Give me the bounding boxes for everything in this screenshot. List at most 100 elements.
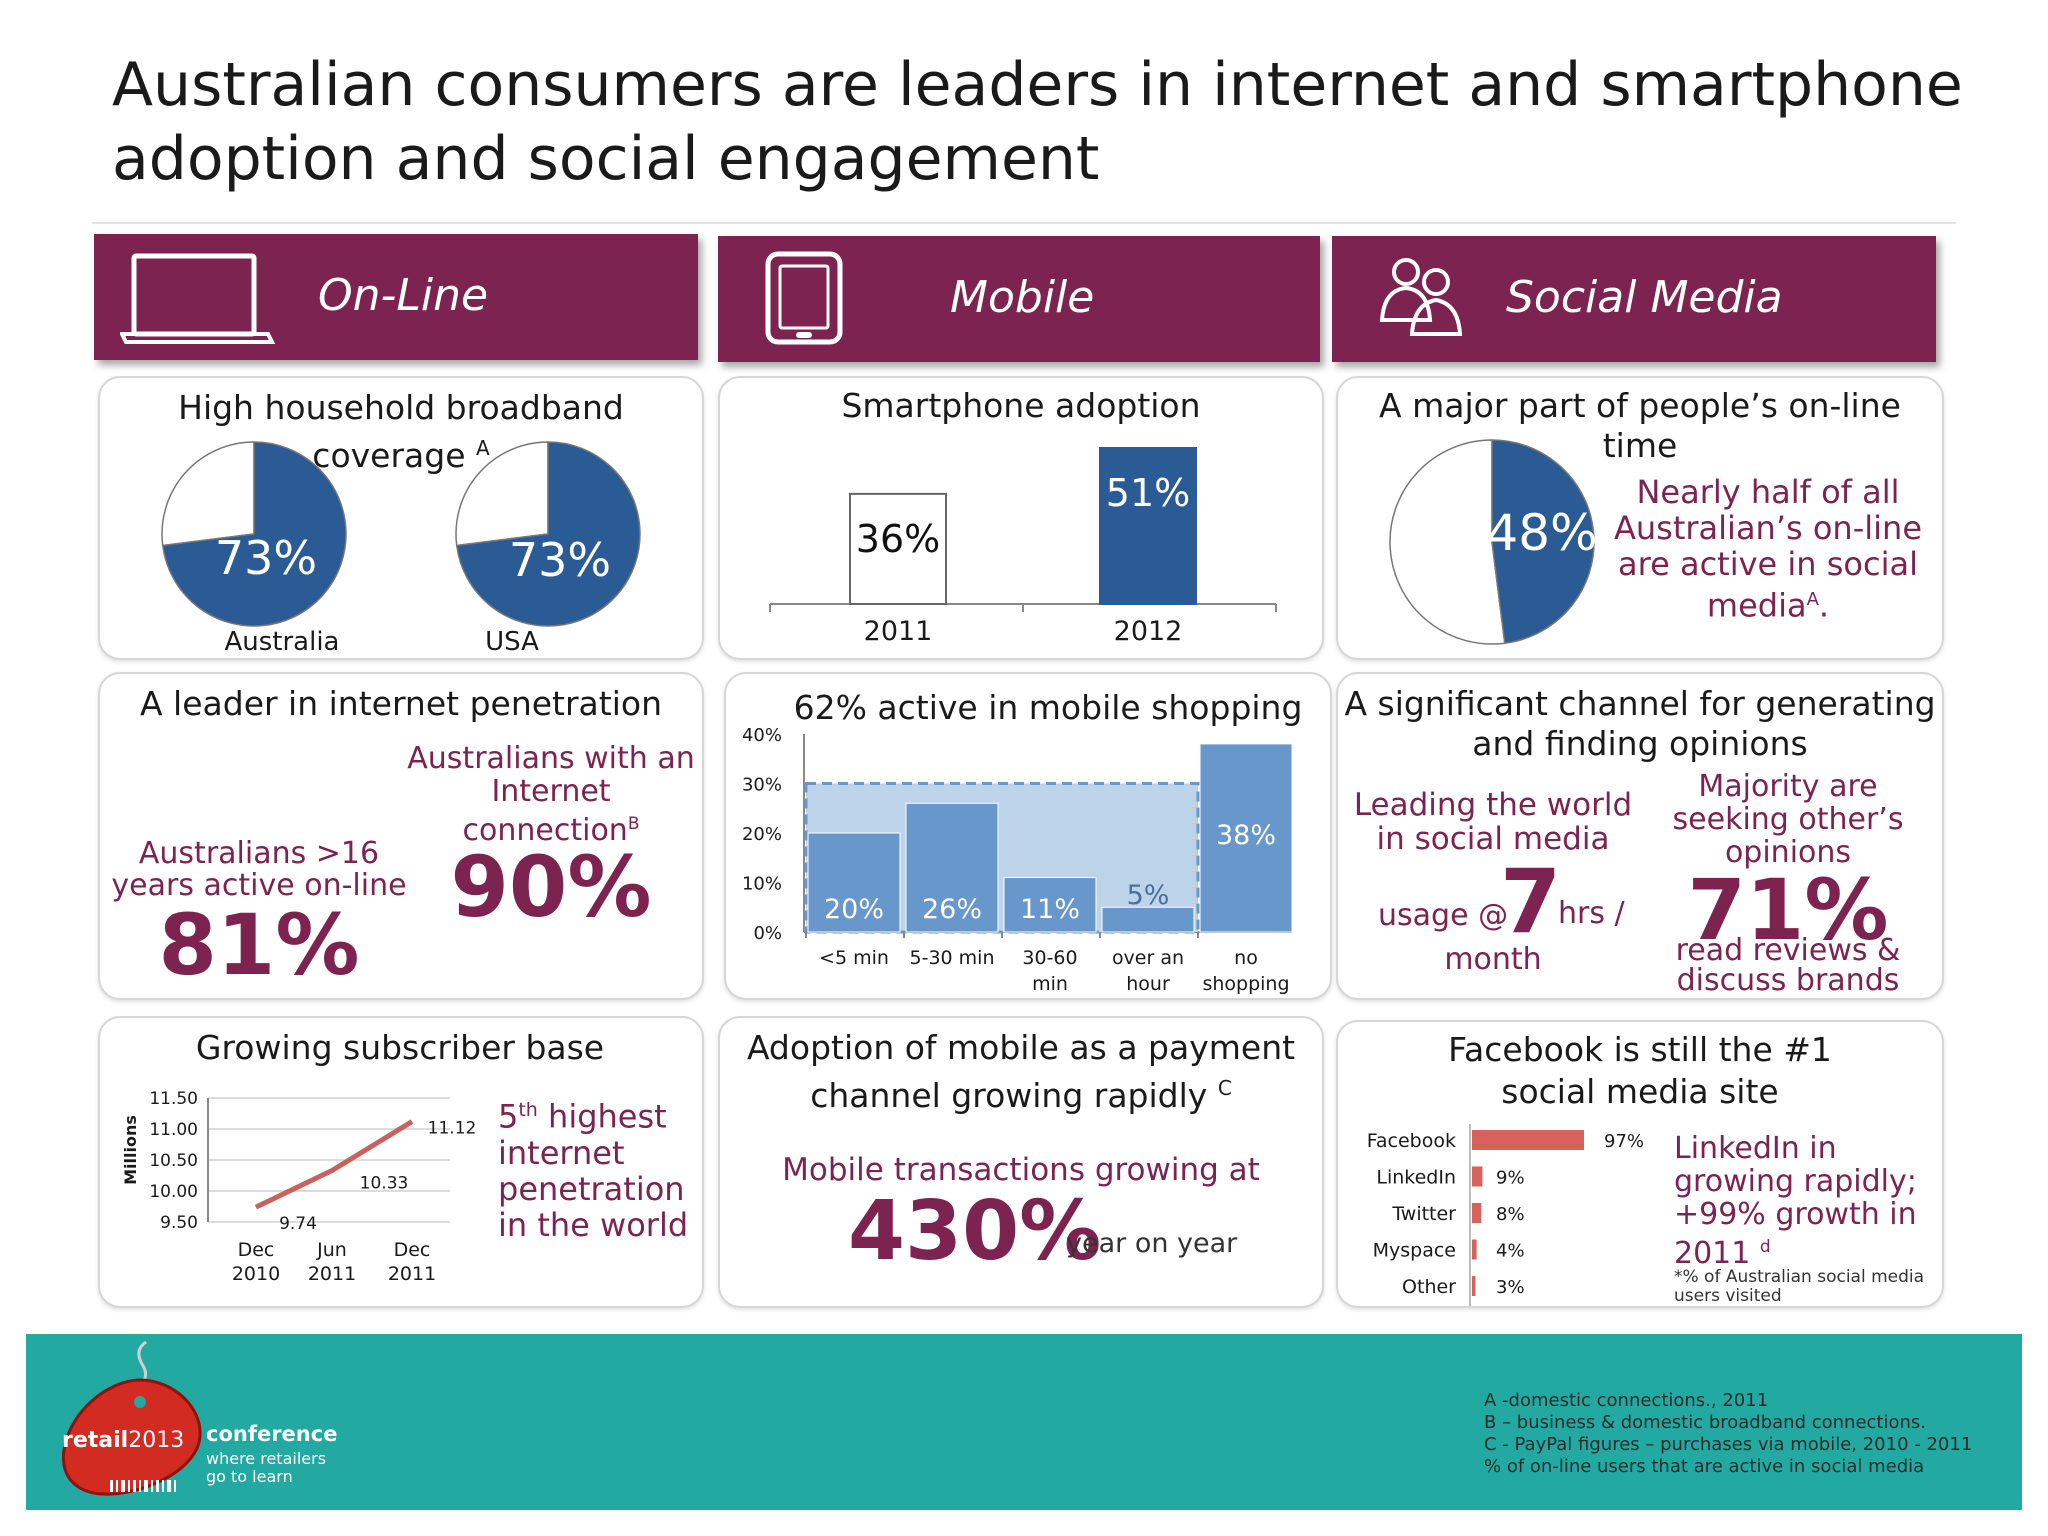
payment-title-line2: channel growing rapidly C bbox=[810, 1076, 1232, 1115]
facebook-chart: Facebook 97% LinkedIn 9% Twitter 8% Myspace 4% O… bbox=[1367, 1124, 1644, 1306]
shopping-category-4-1: shopping bbox=[1202, 973, 1289, 995]
usage-prefix: usage @ bbox=[1378, 898, 1509, 933]
panel-internet-penetration: A leader in internet penetration Austral… bbox=[98, 672, 704, 1000]
facebook-value-4: 3% bbox=[1496, 1277, 1525, 1298]
subscriber-xtick-0-1: 2010 bbox=[232, 1263, 280, 1285]
facebook-category-0: Facebook bbox=[1367, 1130, 1456, 1152]
usage-suffix: hrs / bbox=[1558, 896, 1625, 931]
internet-title: A leader in internet penetration bbox=[139, 684, 662, 723]
shopping-category-1-0: 5-30 min bbox=[910, 947, 995, 969]
pie-usa-label: 73% bbox=[509, 533, 611, 587]
footer-bar: retail2013 conference where retailers go… bbox=[26, 1334, 2022, 1510]
shopping-chart: 0% 10% 20% 30% 40% 20% <5 min 26% 5-30 min 11% 30-… bbox=[742, 725, 1293, 995]
header-mobile-label: Mobile bbox=[950, 272, 1095, 323]
internet-left-value: 81% bbox=[158, 896, 360, 994]
header-social-label: Social Media bbox=[1506, 272, 1783, 323]
subscriber-text: 5th highest internet penetration in the … bbox=[498, 1097, 689, 1244]
shopping-value-0: 20% bbox=[824, 894, 884, 925]
social-time-title-line1: A major part of people’s on-line bbox=[1379, 386, 1901, 425]
shopping-bar-0 bbox=[807, 832, 901, 933]
pie-australia-rest bbox=[161, 441, 255, 547]
panel-social-time: A major part of people’s on-line time 48… bbox=[1336, 376, 1944, 660]
pie-australia-slice bbox=[161, 441, 347, 627]
panel-facebook: Facebook is still the #1 social media si… bbox=[1336, 1020, 1944, 1308]
shopping-category-3-0: over an bbox=[1112, 947, 1184, 969]
subscriber-ytick-3: 11.00 bbox=[149, 1120, 198, 1140]
shopping-category-3-1: hour bbox=[1126, 973, 1170, 995]
shopping-ytick-3: 30% bbox=[742, 775, 782, 796]
social-time-title-line2: time bbox=[1602, 426, 1678, 465]
shopping-ytick-4: 40% bbox=[742, 725, 782, 746]
opinions-right-bottom: read reviews & discuss brands bbox=[1675, 933, 1901, 998]
smartphone-value-2011: 36% bbox=[856, 517, 940, 561]
subscriber-title: Growing subscriber base bbox=[195, 1028, 605, 1067]
facebook-bar-0 bbox=[1472, 1130, 1584, 1150]
panel-mobile-shopping: 62% active in mobile shopping 0% 10% 20% 30… bbox=[724, 672, 1332, 1000]
subscriber-ytick-0: 9.50 bbox=[160, 1213, 198, 1233]
logo-text: retail2013 bbox=[62, 1428, 185, 1453]
social-pie-slice bbox=[1491, 439, 1595, 645]
page-title: Australian consumers are leaders in inte… bbox=[112, 48, 1963, 196]
shopping-bar-2 bbox=[1003, 877, 1097, 933]
facebook-bar-1 bbox=[1472, 1166, 1483, 1187]
tablet-icon bbox=[765, 251, 843, 345]
pie-usa-name: USA bbox=[485, 627, 539, 657]
panel-opinions: A significant channel for generating and… bbox=[1336, 672, 1944, 1000]
header-online-label: On-Line bbox=[318, 270, 489, 321]
panel-payment: Adoption of mobile as a payment channel … bbox=[718, 1016, 1324, 1308]
shopping-bar-4 bbox=[1199, 743, 1293, 933]
subscriber-chart: Millions 9.5010.0010.5011.0011.509.74Dec… bbox=[121, 1089, 477, 1285]
subscriber-value-2: 11.12 bbox=[428, 1119, 477, 1139]
opinions-usage: usage @ 7 hrs / bbox=[1378, 850, 1648, 954]
internet-left-text: Australians >16 years active on-line bbox=[111, 836, 407, 903]
footer-note-a: A -domestic connections., 2011 bbox=[1484, 1390, 1769, 1411]
facebook-bar-2 bbox=[1472, 1203, 1482, 1223]
usage-month: month bbox=[1444, 942, 1542, 977]
pie-usa-rest bbox=[455, 441, 549, 547]
facebook-category-1: LinkedIn bbox=[1376, 1167, 1456, 1189]
shopping-category-2-0: 30-60 bbox=[1022, 947, 1077, 969]
shopping-value-4: 38% bbox=[1216, 820, 1276, 851]
facebook-value-0: 97% bbox=[1604, 1131, 1644, 1152]
subscriber-ylabel: Millions bbox=[121, 1115, 140, 1185]
facebook-note: *% of Australian social media users visi… bbox=[1674, 1267, 1925, 1306]
social-time-pie: 48% bbox=[1389, 439, 1598, 645]
opinions-title-line1: A significant channel for generating bbox=[1344, 684, 1936, 723]
subscriber-xtick-1-0: Jun bbox=[316, 1239, 347, 1261]
facebook-title-line1: Facebook is still the #1 bbox=[1448, 1030, 1832, 1069]
smartphone-bar-2011 bbox=[849, 492, 947, 605]
header-social: Social Media bbox=[1332, 236, 1936, 362]
facebook-title-line2: social media site bbox=[1501, 1072, 1779, 1111]
subscriber-value-0: 9.74 bbox=[279, 1214, 317, 1234]
shopping-category-0-0: <5 min bbox=[819, 947, 889, 969]
subscriber-xtick-2-0: Dec bbox=[394, 1239, 431, 1261]
subscriber-xtick-0-0: Dec bbox=[238, 1239, 275, 1261]
subscriber-xtick-2-1: 2011 bbox=[388, 1263, 436, 1285]
logo-tagline: where retailers go to learn bbox=[206, 1449, 327, 1486]
facebook-value-3: 4% bbox=[1496, 1241, 1525, 1262]
shopping-category-2-1: min bbox=[1032, 973, 1068, 995]
shopping-value-3: 5% bbox=[1127, 880, 1170, 911]
panel-broadband: High household broadband coverage A 73% … bbox=[98, 376, 704, 660]
header-mobile: Mobile bbox=[718, 236, 1320, 362]
shopping-value-1: 26% bbox=[922, 894, 982, 925]
panel-subscriber: Growing subscriber base Millions 9.50 10.… bbox=[98, 1016, 704, 1308]
footer-note-b: B – business & domestic broadband connec… bbox=[1484, 1412, 1927, 1433]
shopping-bar-3 bbox=[1101, 906, 1195, 933]
broadband-title-line2: coverage A bbox=[312, 436, 490, 475]
footer-notes: A -domestic connections., 2011 B – busin… bbox=[1484, 1390, 1972, 1478]
header-online: On-Line bbox=[94, 234, 698, 360]
smartphone-bar-2012 bbox=[1099, 447, 1197, 605]
people-icon bbox=[1379, 258, 1463, 336]
broadband-sup: A bbox=[476, 436, 490, 460]
broadband-pies: 73% 73% Australia USA bbox=[161, 441, 641, 657]
shopping-title: 62% active in mobile shopping bbox=[793, 688, 1303, 727]
facebook-category-2: Twitter bbox=[1391, 1203, 1456, 1225]
facebook-bar-4 bbox=[1472, 1276, 1476, 1296]
subscriber-ytick-2: 10.50 bbox=[149, 1151, 198, 1171]
laptop-icon bbox=[120, 253, 276, 344]
subscriber-value-1: 10.33 bbox=[360, 1174, 409, 1194]
shopping-ytick-2: 20% bbox=[742, 824, 782, 845]
pie-australia-label: 73% bbox=[215, 531, 317, 585]
shopping-value-2: 11% bbox=[1020, 894, 1080, 925]
